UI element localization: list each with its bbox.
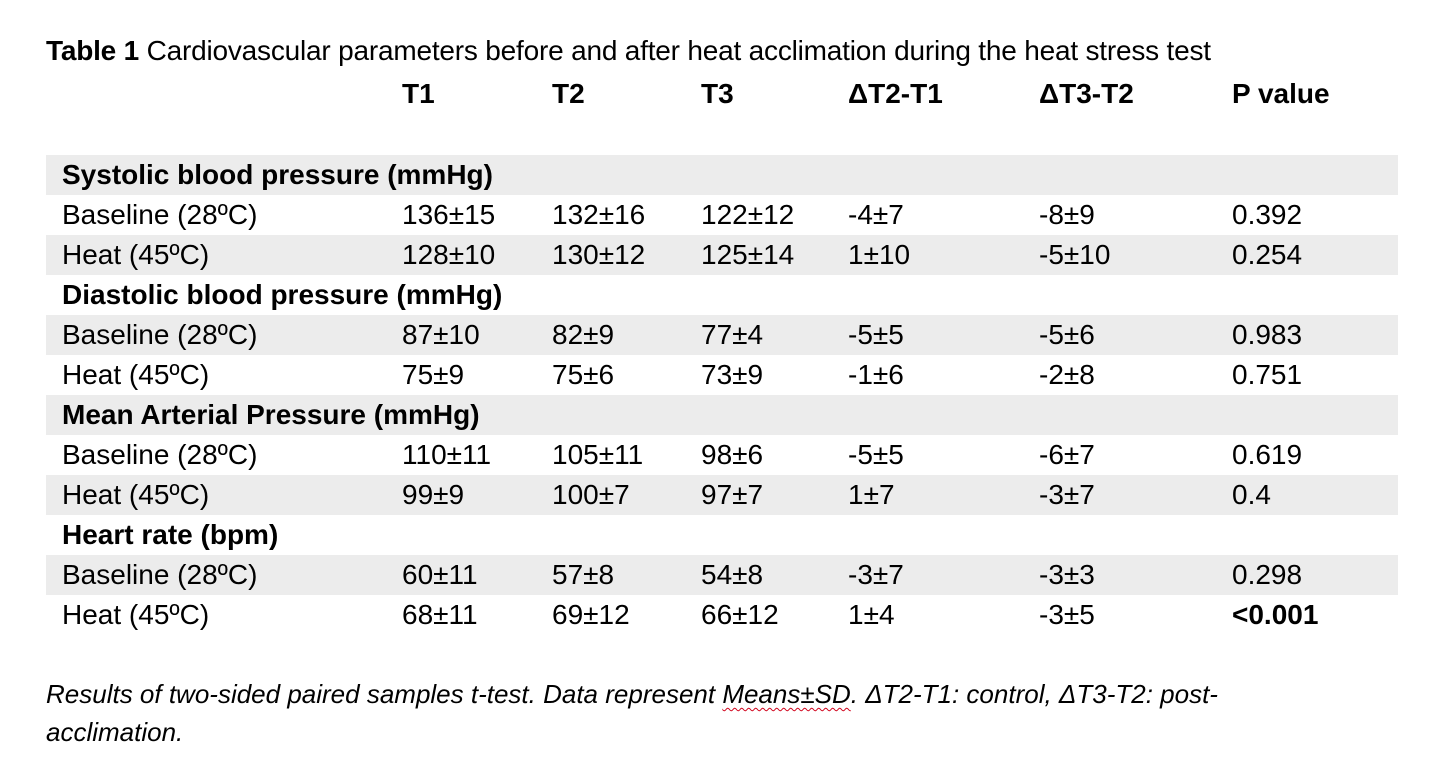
section-header-row: Systolic blood pressure (mmHg): [46, 155, 1398, 195]
column-header-delta-t3-t2: ΔT3-T2: [1039, 78, 1134, 109]
cell-p-value: 0.751: [1232, 359, 1303, 390]
cell-p-value: 0.619: [1232, 439, 1303, 470]
cell-t2: 75±6: [552, 359, 615, 390]
cell-p-value: 0.983: [1232, 319, 1303, 350]
cell-t2: 69±12: [552, 599, 630, 630]
row-label: Heat (45ºC): [62, 359, 210, 390]
table-row: Baseline (28ºC) 110±11 105±11 98±6 -5±5 …: [46, 435, 1398, 475]
cell-delta-t2-t1: -1±6: [848, 359, 904, 390]
cell-delta-t3-t2: -5±10: [1039, 239, 1111, 270]
row-label: Baseline (28ºC): [62, 319, 258, 350]
cell-delta-t2-t1: 1±4: [848, 599, 895, 630]
row-label: Baseline (28ºC): [62, 559, 258, 590]
cell-delta-t2-t1: -5±5: [848, 439, 904, 470]
section-title: Systolic blood pressure (mmHg): [62, 159, 493, 190]
cell-delta-t2-t1: -5±5: [848, 319, 904, 350]
section-title: Mean Arterial Pressure (mmHg): [62, 399, 480, 430]
cell-t2: 132±16: [552, 199, 646, 230]
cell-t3: 77±4: [701, 319, 764, 350]
column-headers: T1 T2 T3 ΔT2-T1 ΔT3-T2 P value: [0, 76, 1456, 112]
table-caption-text: Cardiovascular parameters before and aft…: [139, 35, 1211, 66]
table-row: Heat (45ºC) 99±9 100±7 97±7 1±7 -3±7 0.4: [46, 475, 1398, 515]
cell-t3: 97±7: [701, 479, 764, 510]
cell-t3: 98±6: [701, 439, 764, 470]
cell-p-value-significant: <0.001: [1232, 599, 1319, 630]
cell-delta-t3-t2: -3±3: [1039, 559, 1095, 590]
table-row: Heat (45ºC) 128±10 130±12 125±14 1±10 -5…: [46, 235, 1398, 275]
row-label: Baseline (28ºC): [62, 439, 258, 470]
footnote-text-before: Results of two-sided paired samples t-te…: [46, 679, 723, 709]
cell-delta-t2-t1: -4±7: [848, 199, 904, 230]
cell-delta-t2-t1: 1±10: [848, 239, 911, 270]
cell-p-value: 0.298: [1232, 559, 1303, 590]
cell-t1: 87±10: [402, 319, 480, 350]
footnote-text-after: . ΔT2-T1: control, ΔT3-T2: post-acclimat…: [46, 679, 1218, 747]
cell-delta-t3-t2: -6±7: [1039, 439, 1095, 470]
cell-t2: 57±8: [552, 559, 615, 590]
cell-t2: 100±7: [552, 479, 630, 510]
row-label: Heat (45ºC): [62, 239, 210, 270]
table-caption: Table 1 Cardiovascular parameters before…: [46, 33, 1211, 69]
cell-t3: 73±9: [701, 359, 764, 390]
cell-t1: 99±9: [402, 479, 465, 510]
cell-t2: 82±9: [552, 319, 615, 350]
cell-delta-t3-t2: -3±5: [1039, 599, 1095, 630]
cell-t1: 110±11: [402, 439, 492, 470]
row-label: Heat (45ºC): [62, 599, 210, 630]
cell-p-value: 0.4: [1232, 479, 1271, 510]
cell-t3: 125±14: [701, 239, 795, 270]
section-header-row: Diastolic blood pressure (mmHg): [46, 275, 1398, 315]
cell-delta-t3-t2: -8±9: [1039, 199, 1095, 230]
cell-t2: 105±11: [552, 439, 644, 470]
table-row: Baseline (28ºC) 136±15 132±16 122±12 -4±…: [46, 195, 1398, 235]
cell-t1: 128±10: [402, 239, 496, 270]
cell-p-value: 0.392: [1232, 199, 1303, 230]
cell-t3: 66±12: [701, 599, 779, 630]
cell-delta-t2-t1: -3±7: [848, 559, 904, 590]
column-header-t1: T1: [402, 78, 435, 109]
cell-t3: 54±8: [701, 559, 764, 590]
cell-t1: 75±9: [402, 359, 465, 390]
table-caption-label: Table 1: [46, 35, 140, 66]
table-row: Heat (45ºC) 75±9 75±6 73±9 -1±6 -2±8 0.7…: [46, 355, 1398, 395]
cell-t2: 130±12: [552, 239, 646, 270]
column-header-t3: T3: [701, 78, 734, 109]
row-label: Heat (45ºC): [62, 479, 210, 510]
cell-delta-t3-t2: -3±7: [1039, 479, 1095, 510]
column-header-delta-t2-t1: ΔT2-T1: [848, 78, 943, 109]
table-footnote: Results of two-sided paired samples t-te…: [46, 675, 1306, 751]
section-header-row: Mean Arterial Pressure (mmHg): [46, 395, 1398, 435]
data-table: Systolic blood pressure (mmHg) Baseline …: [46, 155, 1398, 635]
section-title: Heart rate (bpm): [62, 519, 279, 550]
table-row: Baseline (28ºC) 60±11 57±8 54±8 -3±7 -3±…: [46, 555, 1398, 595]
cell-t3: 122±12: [701, 199, 795, 230]
cell-t1: 136±15: [402, 199, 496, 230]
column-header-p-value: P value: [1232, 78, 1330, 109]
row-label: Baseline (28ºC): [62, 199, 258, 230]
section-title: Diastolic blood pressure (mmHg): [62, 279, 503, 310]
table-row: Heat (45ºC) 68±11 69±12 66±12 1±4 -3±5 <…: [46, 595, 1398, 635]
section-header-row: Heart rate (bpm): [46, 515, 1398, 555]
footnote-spellcheck-word: Means±SD: [722, 679, 851, 709]
cell-delta-t3-t2: -5±6: [1039, 319, 1095, 350]
cell-t1: 60±11: [402, 559, 478, 590]
cell-t1: 68±11: [402, 599, 478, 630]
cell-delta-t3-t2: -2±8: [1039, 359, 1095, 390]
table-row: Baseline (28ºC) 87±10 82±9 77±4 -5±5 -5±…: [46, 315, 1398, 355]
cell-delta-t2-t1: 1±7: [848, 479, 895, 510]
cell-p-value: 0.254: [1232, 239, 1303, 270]
column-header-t2: T2: [552, 78, 585, 109]
